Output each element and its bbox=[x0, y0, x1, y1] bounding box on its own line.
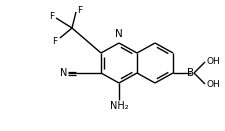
Text: N: N bbox=[115, 29, 122, 39]
Text: B: B bbox=[187, 68, 194, 78]
Text: OH: OH bbox=[205, 56, 219, 66]
Text: NH₂: NH₂ bbox=[109, 101, 128, 111]
Text: N: N bbox=[60, 68, 68, 78]
Text: F: F bbox=[49, 12, 54, 20]
Text: F: F bbox=[77, 6, 82, 15]
Text: F: F bbox=[52, 37, 57, 47]
Text: OH: OH bbox=[205, 81, 219, 89]
